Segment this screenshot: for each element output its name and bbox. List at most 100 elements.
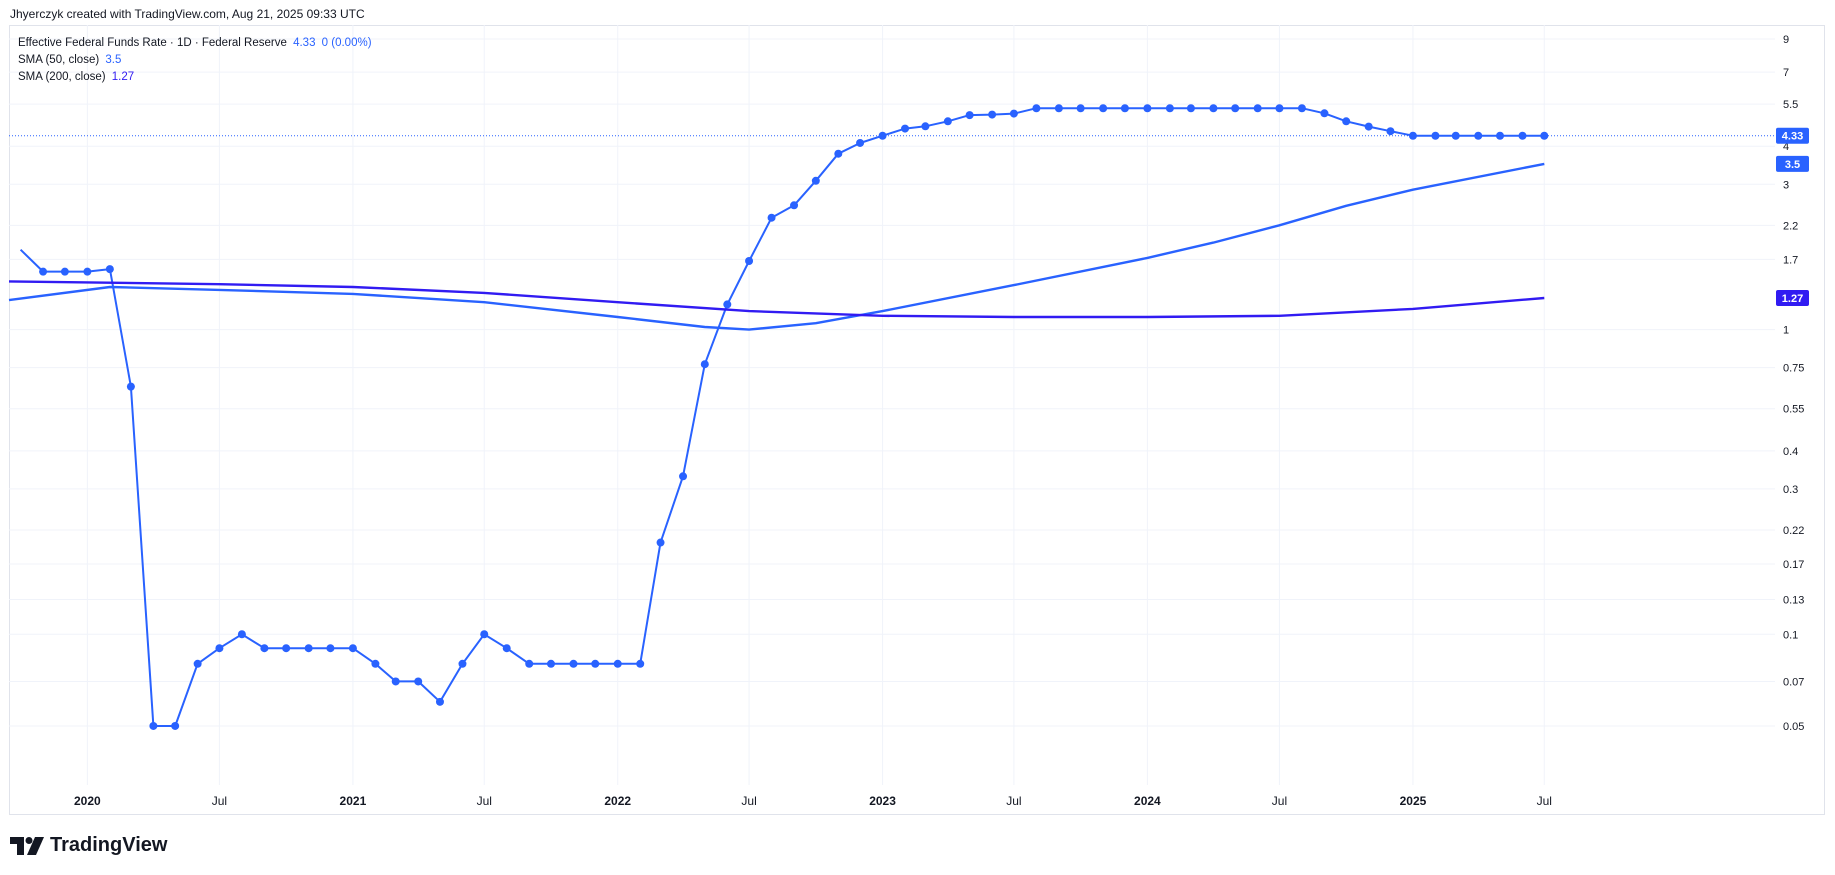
x-tick-label: Jul [741, 794, 756, 808]
y-tick-label: 0.55 [1783, 404, 1804, 416]
price-label-sma50: 3.5 [1785, 159, 1800, 171]
price-point [1364, 122, 1373, 131]
legend-sma200-label: SMA (200, close) [18, 71, 106, 83]
price-point [767, 213, 776, 222]
x-tick-label: 2023 [869, 794, 896, 808]
price-point [1518, 131, 1527, 140]
x-tick-label: Jul [1537, 794, 1552, 808]
price-point [215, 644, 224, 653]
legend-row-sma50[interactable]: SMA (50, close) 3.5 [18, 52, 375, 69]
price-point [656, 538, 665, 547]
price-point [282, 644, 291, 653]
price-point [921, 122, 930, 131]
price-point [1165, 104, 1174, 113]
price-point [1496, 131, 1505, 140]
y-tick-label: 0.3 [1783, 484, 1798, 496]
price-point [1408, 131, 1417, 140]
y-tick-label: 2.2 [1783, 220, 1798, 232]
price-point [1099, 104, 1108, 113]
sma50-line [8, 162, 1545, 331]
price-point [790, 201, 799, 210]
x-tick-label: 2025 [1400, 794, 1427, 808]
price-point [371, 659, 380, 668]
price-point [1386, 127, 1395, 136]
y-tick-label: 9 [1783, 34, 1789, 46]
y-tick-label: 7 [1783, 67, 1789, 79]
y-tick-label: 1 [1783, 325, 1789, 337]
price-point [39, 267, 48, 276]
price-point [1143, 104, 1152, 113]
price-point [1076, 104, 1085, 113]
y-tick-label: 4 [1783, 141, 1789, 153]
price-point [1009, 109, 1018, 118]
price-point [878, 131, 887, 140]
legend-sma200-value: 1.27 [111, 71, 135, 83]
legend-symbol: Effective Federal Funds Rate · 1D · Fede… [18, 37, 287, 49]
price-label-sma200: 1.27 [1782, 293, 1803, 305]
price-point [1540, 131, 1549, 140]
y-tick-label: 0.05 [1783, 721, 1804, 733]
price-point [237, 630, 246, 639]
price-point [105, 265, 114, 274]
price-point [171, 721, 180, 730]
x-tick-label: Jul [477, 794, 492, 808]
price-point [1275, 104, 1284, 113]
price-point [193, 659, 202, 668]
price-point [591, 659, 600, 668]
price-point [525, 659, 534, 668]
price-point [1186, 104, 1195, 113]
brand-name: TradingView [50, 834, 168, 856]
price-point [458, 659, 467, 668]
price-point [988, 110, 997, 119]
price-point [1032, 104, 1041, 113]
price-point [723, 300, 732, 309]
legend-change: 0 (0.00%) [321, 37, 372, 49]
y-tick-label: 0.1 [1783, 629, 1798, 641]
y-tick-label: 0.22 [1783, 525, 1804, 537]
price-point [391, 677, 400, 686]
price-point [60, 267, 69, 276]
price-label-price: 4.33 [1782, 131, 1803, 143]
y-tick-label: 0.13 [1783, 595, 1804, 607]
y-tick-label: 1.7 [1783, 254, 1798, 266]
chart-frame [9, 25, 1825, 815]
price-point [480, 630, 489, 639]
price-label-bg-sma50 [1776, 155, 1809, 172]
legend-row-symbol[interactable]: Effective Federal Funds Rate · 1D · Fede… [18, 35, 375, 52]
x-tick-label: 2020 [74, 794, 101, 808]
price-point [901, 124, 910, 133]
price-point [1231, 104, 1240, 113]
price-line [19, 107, 1545, 727]
y-tick-label: 0.17 [1783, 559, 1804, 571]
price-point [83, 267, 92, 276]
price-point [1297, 104, 1306, 113]
price-point [569, 659, 578, 668]
price-point [1451, 131, 1460, 140]
y-tick-label: 0.75 [1783, 363, 1804, 375]
price-point [1342, 117, 1351, 126]
price-label-bg-sma200 [1776, 290, 1809, 307]
price-point [1209, 104, 1218, 113]
price-point [304, 644, 313, 653]
price-point [326, 644, 335, 653]
tradingview-brand[interactable]: TradingView [10, 834, 167, 857]
y-tick-label: 3 [1783, 179, 1789, 191]
x-tick-label: 2022 [604, 794, 631, 808]
x-tick-label: Jul [1006, 794, 1021, 808]
price-point [636, 659, 645, 668]
price-point [1120, 104, 1129, 113]
legend-row-sma200[interactable]: SMA (200, close) 1.27 [18, 69, 375, 86]
price-point [834, 149, 843, 158]
price-point [613, 659, 622, 668]
price-point [1320, 109, 1329, 118]
price-point [546, 659, 555, 668]
sma200-line [8, 280, 1545, 319]
price-point [414, 677, 423, 686]
x-tick-label: 2021 [340, 794, 367, 808]
price-point [745, 256, 754, 265]
price-point [1253, 104, 1262, 113]
price-point [435, 697, 444, 706]
x-tick-label: Jul [212, 794, 227, 808]
price-point [348, 644, 357, 653]
